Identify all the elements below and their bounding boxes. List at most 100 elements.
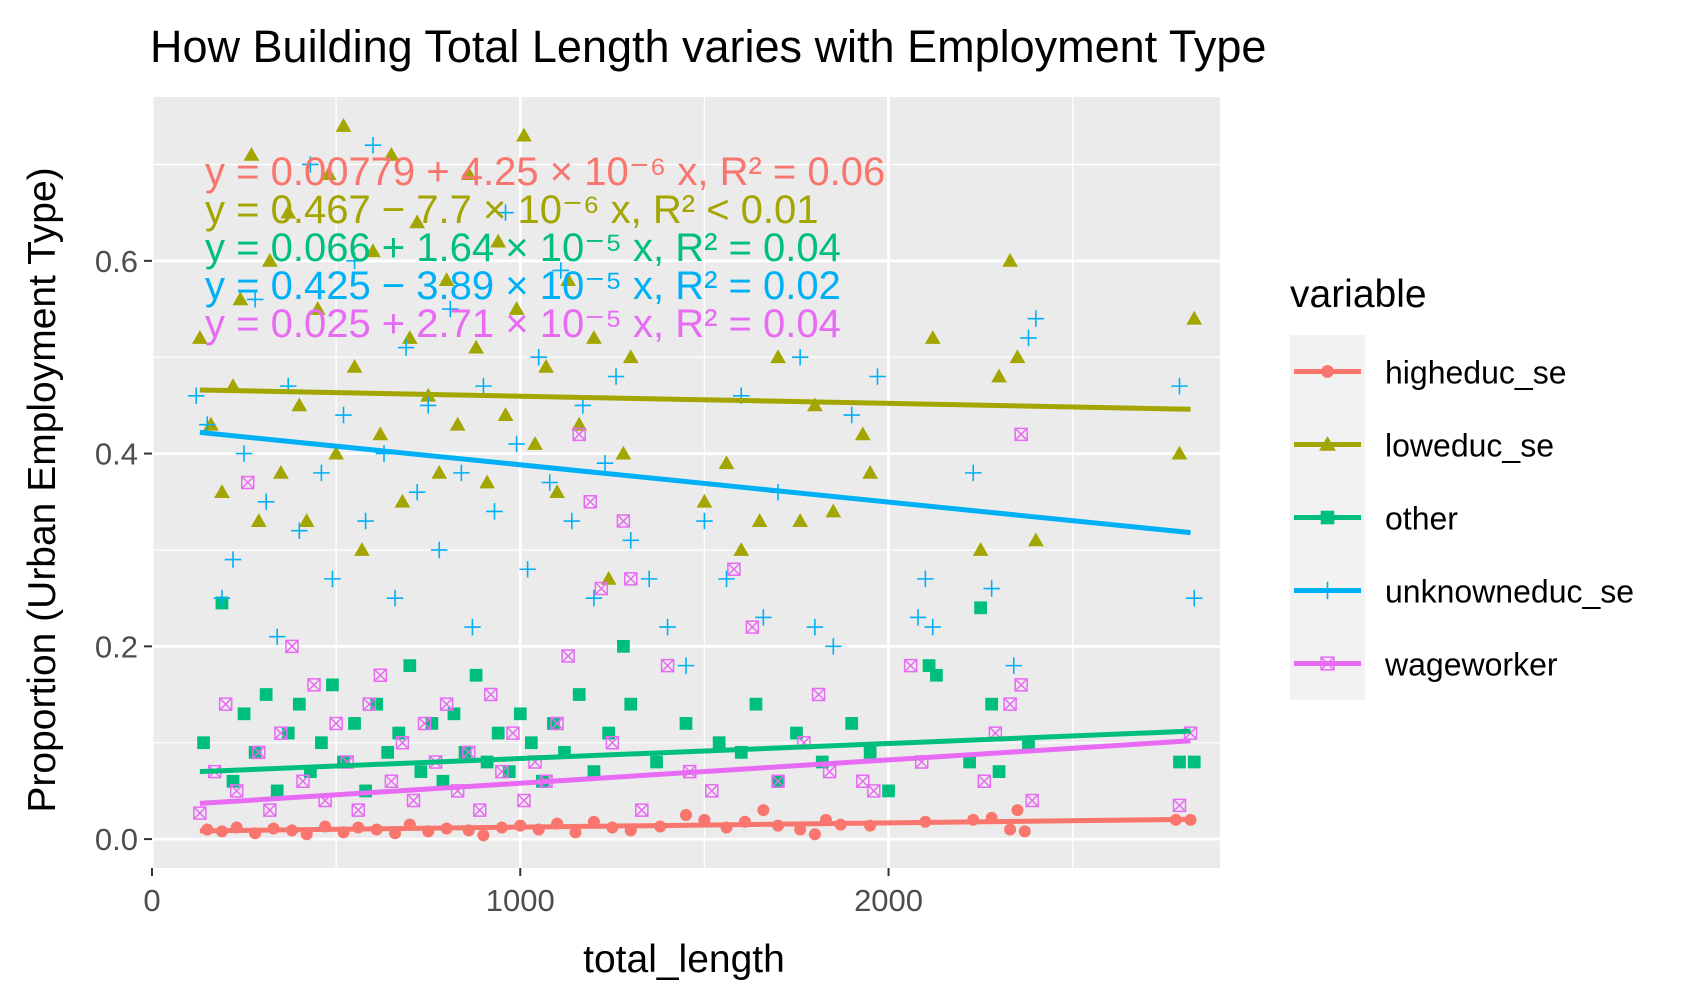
data-point [1025, 793, 1039, 808]
square-cross-marker [727, 562, 741, 576]
data-point [622, 349, 639, 364]
data-point [348, 717, 361, 730]
square-cross-marker [506, 726, 520, 740]
plus-marker [408, 483, 426, 501]
triangle-marker [1009, 349, 1026, 364]
data-point [346, 252, 363, 270]
data-point [867, 784, 881, 798]
data-point [519, 560, 536, 578]
plus-marker [198, 416, 216, 433]
data-point [431, 464, 448, 479]
square-cross-marker [193, 806, 207, 820]
triangle-marker [243, 146, 260, 161]
triangle-marker [615, 445, 632, 460]
square-cross-marker [1320, 656, 1335, 671]
data-point [1003, 697, 1017, 711]
plus-marker [302, 156, 319, 173]
plus-marker [983, 580, 1000, 597]
regression-equation-wageworker: y = 0.025 + 2.71 × 10⁻⁵ x, R² = 0.04 [205, 302, 841, 346]
data-point [718, 570, 735, 588]
plus-marker [268, 628, 286, 645]
chart-title: How Building Total Length varies with Em… [150, 21, 1266, 72]
square-cross-marker [605, 735, 620, 750]
data-point [679, 717, 693, 730]
data-point [992, 765, 1006, 778]
triangle-marker [549, 484, 565, 499]
triangle-marker [718, 455, 735, 470]
data-point [680, 808, 692, 821]
data-point [527, 436, 543, 450]
data-point [490, 233, 507, 248]
data-point [406, 793, 421, 808]
triangle-marker [571, 416, 588, 431]
square-marker [237, 707, 251, 721]
data-point [383, 146, 400, 161]
square-marker [348, 717, 361, 730]
plus-marker [1020, 329, 1037, 347]
legend-item-loweduc_se: loweduc_se [1290, 408, 1554, 481]
data-point [453, 464, 470, 482]
data-point [856, 774, 870, 789]
triangle-marker [600, 571, 617, 585]
data-point [475, 377, 492, 395]
data-point [1011, 804, 1024, 817]
data-point [270, 784, 284, 798]
triangle-marker [1171, 445, 1188, 460]
data-point [502, 765, 516, 778]
plus-marker [755, 609, 772, 626]
data-point [547, 717, 560, 730]
trend-line-higheduc_se [199, 816, 1191, 834]
square-cross-marker [1172, 798, 1187, 813]
data-point [1027, 532, 1044, 547]
square-marker [679, 717, 693, 730]
data-point [187, 387, 205, 405]
data-point [193, 806, 207, 820]
data-point [1171, 445, 1188, 460]
triangle-marker [449, 416, 466, 431]
square-marker [790, 726, 803, 740]
data-point [250, 513, 267, 527]
data-point [1009, 349, 1026, 364]
data-point [508, 435, 525, 453]
plus-marker [1005, 657, 1023, 674]
data-point [473, 803, 487, 817]
square-marker [425, 717, 439, 730]
triangle-marker [538, 358, 554, 373]
square-cross-marker [362, 697, 377, 711]
circle-marker [680, 808, 692, 821]
square-cross-marker [1003, 697, 1017, 711]
data-point [718, 455, 735, 470]
data-point [335, 118, 352, 132]
square-cross-marker [241, 475, 255, 490]
circle-marker [757, 804, 770, 817]
square-cross-marker [439, 697, 454, 711]
data-point [977, 774, 992, 789]
data-point [224, 551, 242, 568]
circle-marker [477, 829, 490, 842]
data-point [243, 146, 260, 161]
square-marker [502, 765, 516, 778]
data-point [1005, 657, 1023, 674]
square-cross-marker [1014, 678, 1028, 692]
plus-marker [659, 618, 676, 636]
data-point [328, 445, 345, 460]
data-point [571, 416, 588, 431]
data-point [617, 639, 630, 653]
triangle-marker [250, 513, 267, 527]
data-point [745, 620, 760, 634]
triangle-marker [298, 513, 315, 527]
data-point [1186, 310, 1203, 325]
data-point [1020, 329, 1037, 347]
square-cross-marker [583, 495, 597, 509]
legend-label-wageworker: wageworker [1384, 647, 1558, 683]
square-marker [392, 726, 406, 740]
triangle-marker [1002, 252, 1018, 267]
data-point [794, 823, 807, 836]
plus-marker [475, 377, 492, 395]
plus-marker [622, 532, 640, 549]
data-point [309, 301, 326, 315]
square-cross-marker [550, 716, 564, 731]
data-point [974, 601, 987, 615]
circle-marker [1004, 823, 1017, 836]
